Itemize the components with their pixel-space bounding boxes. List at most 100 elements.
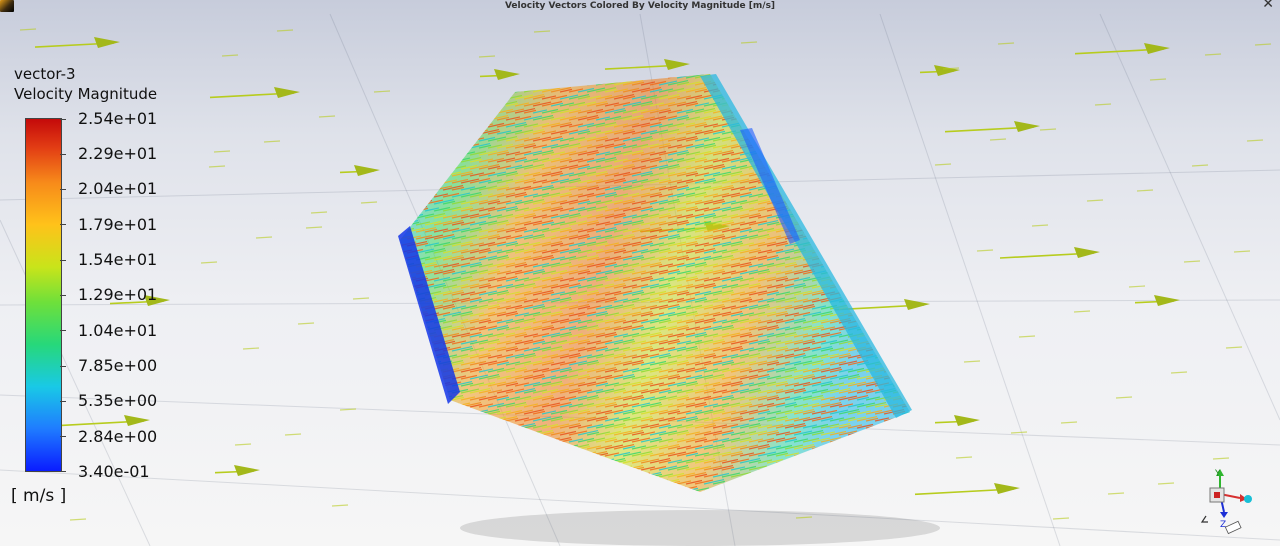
legend-unit: [ m/s ]	[11, 486, 66, 506]
velocity-vector	[902, 166, 916, 169]
velocity-vector	[578, 460, 592, 463]
velocity-vector	[839, 480, 859, 484]
legend-tick-label: 3.40e-01	[78, 464, 150, 480]
velocity-vector	[758, 88, 774, 92]
freestream-arrow-head	[994, 483, 1020, 494]
velocity-vector	[848, 487, 866, 491]
velocity-vector	[866, 193, 886, 197]
velocity-vector	[893, 425, 907, 428]
velocity-vector	[488, 466, 508, 470]
velocity-vector	[830, 116, 846, 120]
velocity-vector	[902, 158, 920, 162]
freestream-arrow-small	[319, 116, 335, 117]
velocity-vector	[515, 439, 527, 442]
velocity-vector	[902, 144, 918, 148]
velocity-vector	[803, 466, 823, 470]
velocity-vector	[758, 123, 774, 127]
freestream-arrow-small	[1129, 286, 1145, 287]
velocity-vector	[821, 74, 839, 78]
velocity-vector	[578, 452, 596, 456]
velocity-vector	[839, 439, 853, 442]
velocity-vector	[416, 144, 434, 148]
velocity-vector	[452, 74, 468, 78]
velocity-vector	[425, 424, 445, 428]
velocity-vector	[587, 467, 599, 470]
velocity-vector	[821, 103, 833, 106]
velocity-vector	[803, 460, 817, 463]
velocity-vector	[839, 116, 857, 120]
velocity-vector	[884, 340, 904, 344]
close-icon[interactable]: ✕	[1262, 0, 1274, 11]
legend-tick-label: 7.85e+00	[78, 358, 157, 374]
axis-triad-icon[interactable]: Y Z	[1196, 466, 1260, 538]
velocity-vector	[830, 95, 848, 99]
velocity-vector	[875, 200, 893, 204]
velocity-vector	[857, 481, 871, 484]
velocity-vector	[416, 109, 434, 113]
velocity-vector	[398, 376, 410, 379]
color-legend[interactable]: vector-3 Velocity Magnitude 2.54e+01 2.2…	[0, 60, 200, 520]
velocity-vector	[884, 116, 902, 120]
velocity-vector	[830, 264, 842, 267]
velocity-vector	[461, 74, 479, 78]
velocity-vector	[848, 110, 862, 113]
velocity-vector	[785, 488, 799, 491]
velocity-vector	[398, 473, 414, 477]
velocity-vector	[911, 138, 923, 141]
app-logo-icon	[0, 0, 14, 12]
velocity-vector	[875, 173, 889, 176]
velocity-vector	[866, 130, 882, 134]
velocity-vector	[434, 460, 446, 463]
velocity-vector	[479, 431, 497, 435]
velocity-vector	[398, 347, 416, 351]
velocity-vector	[875, 151, 891, 155]
velocity-vector	[830, 214, 850, 218]
freestream-arrow-head	[664, 59, 690, 70]
velocity-vector	[794, 159, 808, 162]
velocity-vector	[497, 467, 509, 470]
freestream-arrow-head	[1154, 295, 1180, 306]
triad-iso-button[interactable]	[1225, 521, 1241, 533]
velocity-vector	[839, 159, 853, 162]
velocity-vector	[884, 215, 896, 218]
velocity-vector	[821, 138, 833, 141]
velocity-vector	[425, 445, 443, 449]
velocity-vector	[857, 152, 869, 155]
velocity-vector	[434, 81, 452, 85]
velocity-vector	[398, 396, 418, 400]
velocity-vector	[839, 81, 857, 85]
velocity-vector	[515, 480, 533, 484]
velocity-vector	[893, 186, 913, 190]
velocity-vector	[875, 138, 889, 141]
velocity-vector	[416, 95, 432, 99]
velocity-vector	[893, 145, 907, 148]
velocity-vector	[488, 425, 502, 428]
velocity-vector	[857, 144, 873, 148]
velocity-vector	[452, 438, 470, 442]
velocity-vector	[524, 452, 540, 456]
velocity-vector	[857, 109, 873, 113]
velocity-vector	[866, 432, 880, 435]
velocity-vector	[893, 123, 909, 127]
velocity-vector	[821, 214, 839, 218]
velocity-vector	[884, 221, 902, 225]
rotate-icon[interactable]	[1202, 516, 1208, 522]
velocity-vector	[839, 137, 855, 141]
velocity-vector	[902, 452, 922, 456]
velocity-vector	[893, 102, 911, 106]
freestream-arrow-head	[1014, 121, 1040, 132]
velocity-vector	[911, 438, 931, 442]
velocity-vector	[614, 466, 632, 470]
velocity-vector	[848, 460, 862, 463]
velocity-vector	[893, 291, 913, 295]
freestream-arrow-small	[956, 457, 972, 458]
velocity-vector	[425, 404, 437, 407]
velocity-vector	[902, 88, 920, 92]
velocity-vector	[398, 411, 410, 414]
freestream-arrow-small	[214, 151, 230, 152]
velocity-vector	[398, 452, 416, 456]
velocity-vector	[812, 158, 830, 162]
velocity-vector	[902, 382, 922, 386]
velocity-vector	[866, 187, 880, 190]
velocity-vector	[812, 144, 828, 148]
